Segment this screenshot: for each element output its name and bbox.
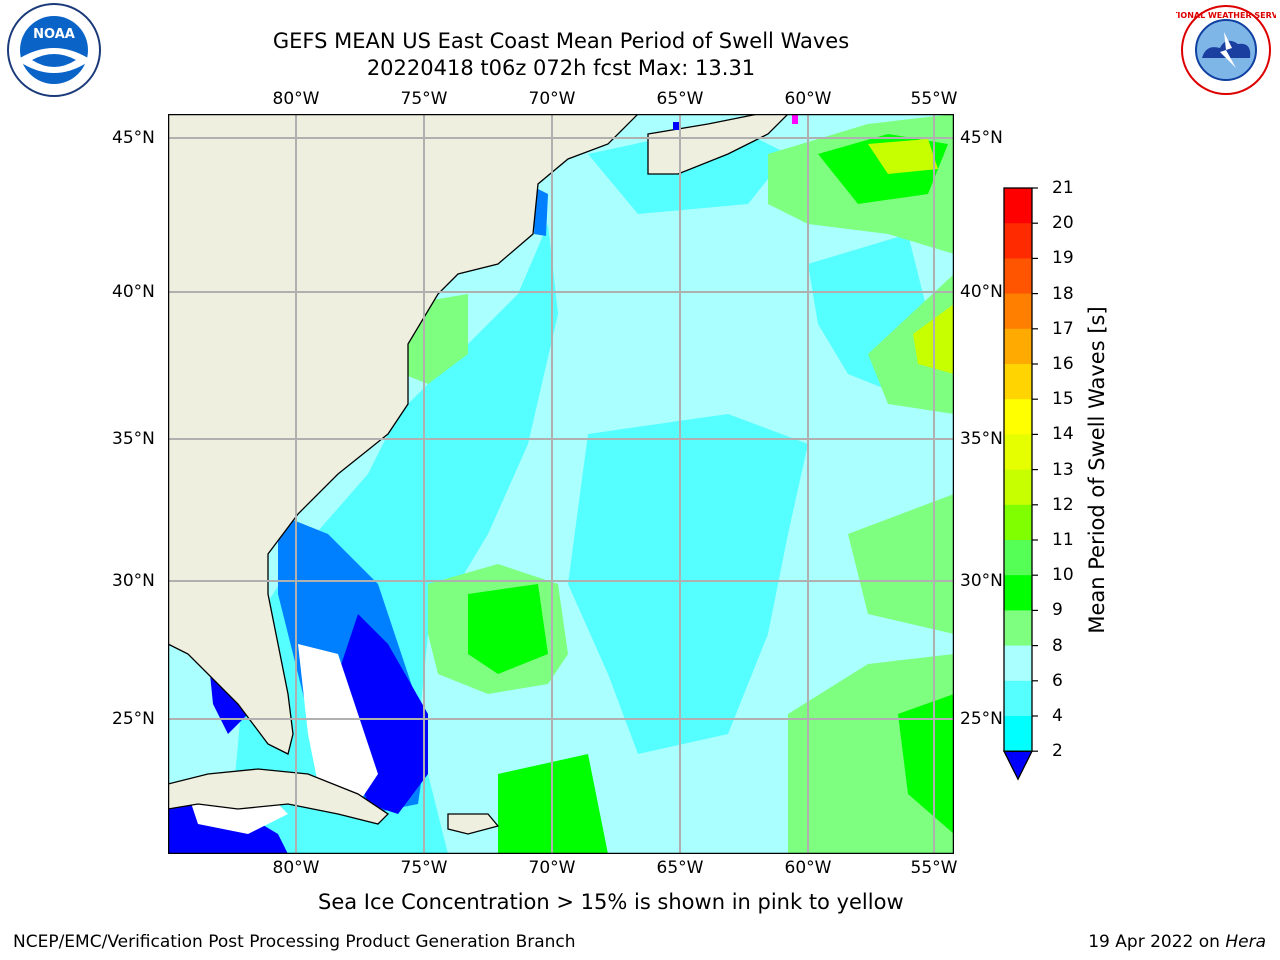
footer-date: 19 Apr 2022 on Hera <box>1088 932 1266 952</box>
field-cyan-central <box>568 414 808 754</box>
land-hispaniola <box>447 813 500 835</box>
field-green-east <box>848 494 954 634</box>
colorbar-segment <box>1004 328 1032 365</box>
colorbar-tick-label: 12 <box>1052 494 1074 515</box>
colorbar-tick-label: 6 <box>1052 670 1063 691</box>
lon-label-top-70w: 70°W <box>528 89 576 109</box>
lon-label-bottom-65w: 65°W <box>656 858 704 878</box>
lon-label-top-60w: 60°W <box>784 89 832 109</box>
lon-label-bottom-60w: 60°W <box>784 858 832 878</box>
footer-host: Hera <box>1225 932 1266 952</box>
field-nodata-bahamas-bank <box>298 644 378 804</box>
colorbar-segment <box>1004 188 1032 224</box>
colorbar <box>1002 187 1038 781</box>
lat-label-right-35n: 35°N <box>960 429 1003 449</box>
lon-label-top-65w: 65°W <box>656 89 704 109</box>
colorbar-tick-label: 16 <box>1052 354 1074 374</box>
colorbar-label: Mean Period of Swell Waves [s] <box>1085 306 1109 634</box>
field-blue-cape-cod <box>534 188 548 236</box>
colorbar-tick-label: 9 <box>1052 600 1063 621</box>
colorbar-segment <box>1004 399 1032 435</box>
land-nova-scotia <box>647 114 789 175</box>
lat-label-left-35n: 35°N <box>112 429 155 449</box>
colorbar-tick-label: 19 <box>1052 248 1074 269</box>
colorbar-tick-label: 20 <box>1052 213 1074 234</box>
swell-period-map <box>168 114 954 854</box>
colorbar-segment <box>1004 223 1032 259</box>
lon-label-bottom-55w: 55°W <box>910 858 958 878</box>
footer-date-text: 19 Apr 2022 on <box>1088 932 1226 952</box>
chart-title: GEFS MEAN US East Coast Mean Period of S… <box>272 29 850 53</box>
field-green-northeast <box>868 274 954 414</box>
colorbar-segment <box>1004 293 1032 330</box>
lat-label-right-30n: 30°N <box>960 571 1003 591</box>
nws-logo: NATIONAL WEATHER SERVICE <box>1176 5 1276 95</box>
lat-label-right-40n: 40°N <box>960 282 1003 302</box>
noaa-logo: NOAA <box>7 3 101 97</box>
colorbar-segment <box>1004 364 1032 400</box>
field-darkblue-spot <box>673 122 681 130</box>
lon-label-top-80w: 80°W <box>272 89 320 109</box>
colorbar-segment <box>1004 434 1032 471</box>
colorbar-tick-label: 10 <box>1052 565 1074 586</box>
colorbar-tick-label: 8 <box>1052 635 1063 656</box>
colorbar-tick-label: 4 <box>1052 706 1063 726</box>
colorbar-tick-label: 11 <box>1052 530 1074 550</box>
svg-text:NATIONAL WEATHER SERVICE: NATIONAL WEATHER SERVICE <box>1176 11 1276 20</box>
colorbar-tick-label: 13 <box>1052 459 1074 480</box>
colorbar-tick-label: 17 <box>1052 318 1074 339</box>
lon-label-top-75w: 75°W <box>400 89 448 109</box>
lon-label-bottom-75w: 75°W <box>400 858 448 878</box>
colorbar-segment <box>1004 469 1032 506</box>
colorbar-segment <box>1004 575 1032 611</box>
lat-label-left-30n: 30°N <box>112 571 155 591</box>
colorbar-segment <box>1004 504 1032 541</box>
colorbar-tick-label: 15 <box>1052 389 1074 410</box>
colorbar-extension <box>1002 750 1034 781</box>
field-green-sargasso-core <box>468 584 548 674</box>
map-graticule <box>168 114 954 854</box>
field-green-southeast-core <box>898 694 954 834</box>
colorbar-segment <box>1004 716 1032 752</box>
lat-label-right-45n: 45°N <box>960 128 1003 148</box>
colorbar-tick-label: 18 <box>1052 283 1074 304</box>
colorbar-tick-label: 14 <box>1052 424 1074 445</box>
svg-text:NOAA: NOAA <box>33 27 75 42</box>
colorbar-segment <box>1004 680 1032 717</box>
colorbar-segment <box>1004 540 1032 576</box>
footer-credit: NCEP/EMC/Verification Post Processing Pr… <box>13 932 576 952</box>
sea-ice-note: Sea Ice Concentration > 15% is shown in … <box>318 890 904 914</box>
sea-ice-spot <box>792 114 798 124</box>
map-frame <box>168 114 954 854</box>
lat-label-right-25n: 25°N <box>960 709 1003 729</box>
field-green-southeast <box>788 654 954 854</box>
land-north-america <box>168 114 639 755</box>
lon-label-top-55w: 55°W <box>910 89 958 109</box>
lat-label-left-45n: 45°N <box>112 128 155 148</box>
colorbar-segment <box>1004 610 1032 647</box>
chart-subtitle: 20220418 t06z 072h fcst Max: 13.31 <box>366 56 756 80</box>
lon-label-bottom-80w: 80°W <box>272 858 320 878</box>
field-yellow-newfoundland <box>868 139 938 174</box>
colorbar-segment <box>1004 645 1032 682</box>
lat-label-left-40n: 40°N <box>112 282 155 302</box>
colorbar-tick-label: 2 <box>1052 741 1063 762</box>
land-cuba <box>168 768 390 825</box>
lon-label-bottom-70w: 70°W <box>528 858 576 878</box>
colorbar-tick-label: 21 <box>1052 178 1074 198</box>
lat-label-left-25n: 25°N <box>112 709 155 729</box>
colorbar-segment <box>1004 258 1032 295</box>
